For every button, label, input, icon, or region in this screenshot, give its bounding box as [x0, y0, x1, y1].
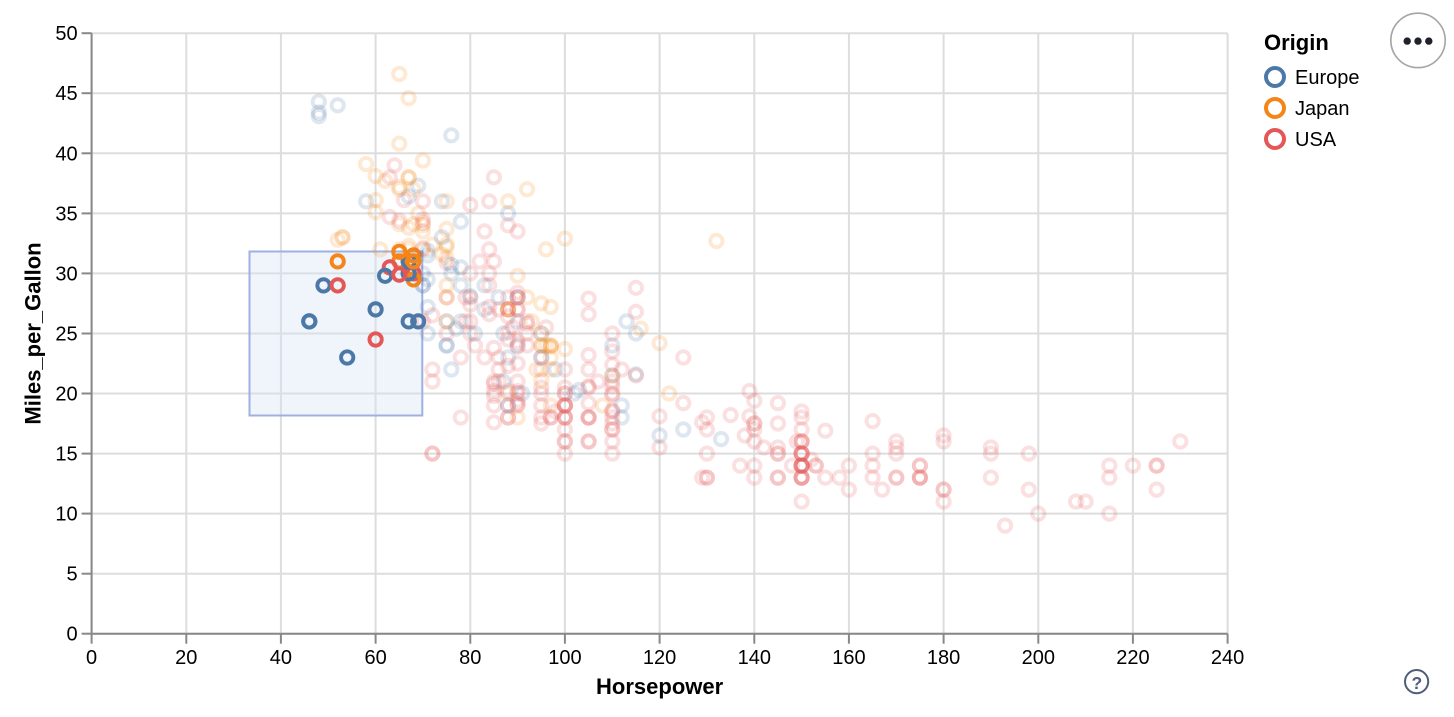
svg-text:35: 35 — [55, 203, 77, 225]
svg-text:160: 160 — [832, 647, 865, 669]
svg-text:120: 120 — [643, 647, 676, 669]
svg-text:Miles_per_Gallon: Miles_per_Gallon — [21, 242, 46, 424]
svg-text:Japan: Japan — [1295, 98, 1350, 120]
svg-text:140: 140 — [738, 647, 771, 669]
svg-text:180: 180 — [927, 647, 960, 669]
svg-text:5: 5 — [66, 564, 77, 586]
svg-text:20: 20 — [175, 647, 197, 669]
svg-text:100: 100 — [548, 647, 581, 669]
svg-text:10: 10 — [55, 504, 77, 526]
svg-text:Origin: Origin — [1264, 30, 1329, 55]
svg-text:200: 200 — [1022, 647, 1055, 669]
svg-text:40: 40 — [55, 143, 77, 165]
svg-text:USA: USA — [1295, 129, 1337, 151]
svg-text:20: 20 — [55, 384, 77, 406]
svg-text:0: 0 — [66, 624, 77, 646]
svg-text:15: 15 — [55, 444, 77, 466]
svg-text:0: 0 — [86, 647, 97, 669]
svg-text:Horsepower: Horsepower — [596, 674, 724, 699]
svg-text:240: 240 — [1211, 647, 1244, 669]
svg-text:50: 50 — [55, 23, 77, 45]
svg-text:30: 30 — [55, 263, 77, 285]
svg-text:25: 25 — [55, 324, 77, 346]
svg-text:?: ? — [1411, 673, 1422, 693]
svg-text:220: 220 — [1116, 647, 1149, 669]
svg-text:45: 45 — [55, 83, 77, 105]
svg-text:Europe: Europe — [1295, 67, 1360, 89]
svg-text:40: 40 — [270, 647, 292, 669]
svg-text:80: 80 — [459, 647, 481, 669]
svg-text:60: 60 — [364, 647, 386, 669]
